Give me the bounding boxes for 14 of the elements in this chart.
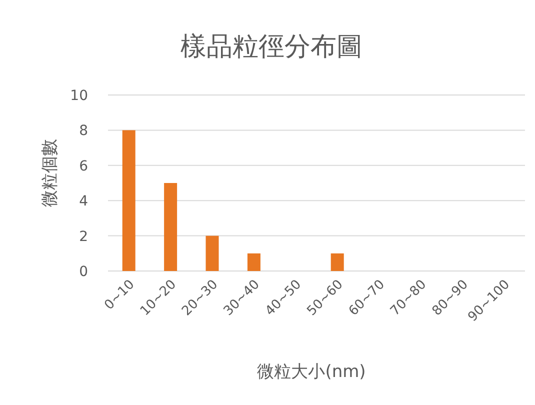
bar [247,253,260,271]
bar [122,130,136,271]
y-tick-label: 2 [79,228,88,245]
bar [330,253,344,271]
bar [164,183,178,271]
y-tick-label: 8 [79,123,88,140]
y-tick-label: 10 [70,88,88,104]
y-tick-label: 4 [79,194,88,210]
y-axis-title: 微粒個數 [40,139,60,207]
chart-title: 樣品粒徑分布圖 [180,32,362,62]
y-tick-label: 6 [79,158,88,174]
y-tick-label: 0 [79,264,88,280]
bar [206,236,219,271]
x-axis-title: 微粒大小(nm) [257,362,366,382]
